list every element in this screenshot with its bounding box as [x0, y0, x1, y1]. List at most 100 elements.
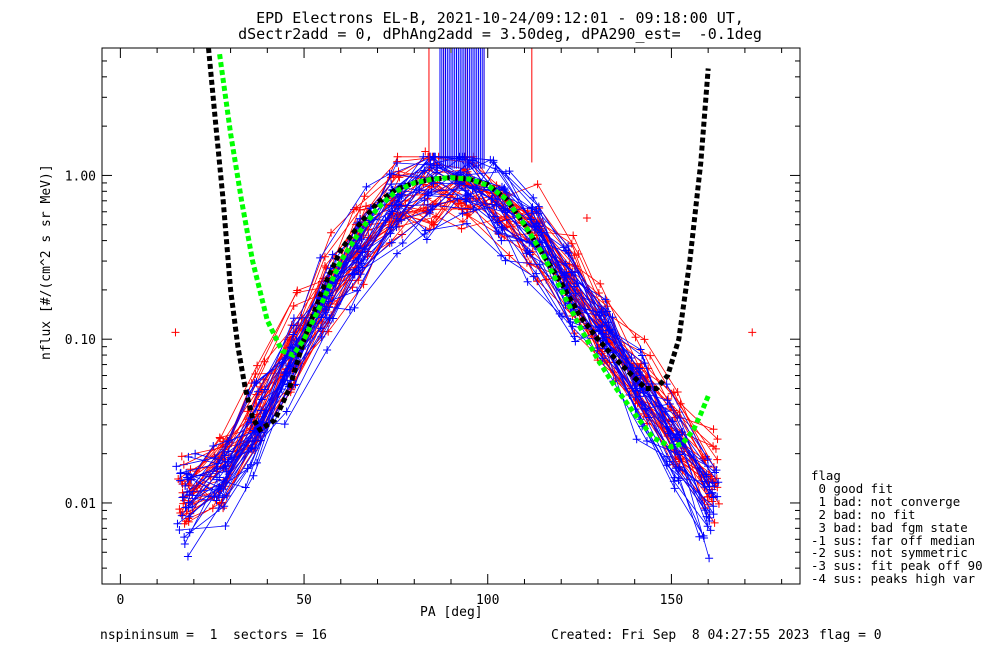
red-data-point — [177, 477, 186, 486]
blue-data-point — [316, 253, 325, 262]
blue-data-point — [676, 450, 685, 459]
blue-data-point — [493, 218, 502, 227]
blue-data-point — [176, 476, 185, 485]
blue-data-point — [253, 387, 262, 396]
blue-data-point — [356, 270, 365, 279]
blue-data-point — [593, 344, 602, 353]
blue-data-point — [455, 179, 464, 188]
red-data-point — [533, 180, 542, 189]
blue-data-point — [505, 167, 514, 176]
blue-data-point — [492, 227, 501, 236]
red-series-line — [196, 197, 715, 524]
blue-data-point — [349, 269, 358, 278]
blue-data-point — [280, 420, 289, 429]
axes — [101, 47, 801, 585]
x-tick-label: 50 — [296, 593, 312, 608]
blue-series-line — [181, 167, 716, 516]
blue-data-point — [426, 205, 435, 214]
blue-data-point — [185, 528, 194, 537]
red-series-line — [183, 169, 711, 498]
y-tick-label: 0.10 — [65, 333, 96, 348]
blue-data-point — [662, 380, 671, 389]
red-data-point — [327, 228, 336, 237]
blue-series-line — [191, 174, 709, 527]
blue-data-point — [247, 444, 256, 453]
blue-data-point — [627, 353, 636, 362]
blue-data-point — [359, 255, 368, 264]
blue-data-point — [426, 159, 435, 168]
flag-legend: flag 0 good fit 1 bad: not converge 2 ba… — [811, 468, 983, 586]
red-series-line — [188, 181, 713, 519]
red-series-line — [184, 171, 709, 487]
legend-item: -1 sus: far off median — [811, 532, 976, 548]
blue-data-point — [387, 238, 396, 247]
blue-data-point — [462, 197, 471, 206]
blue-data-point — [219, 463, 228, 472]
flag-value: flag = 0 — [819, 628, 882, 643]
blue-series-line — [185, 177, 718, 508]
blue-data-point — [462, 219, 471, 228]
blue-data-point — [356, 243, 365, 252]
x-tick-label: 150 — [660, 593, 683, 608]
created-timestamp: Created: Fri Sep 8 04:27:55 2023 — [551, 628, 810, 643]
blue-data-point — [672, 433, 681, 442]
blue-data-point — [625, 391, 634, 400]
blue-data-point — [243, 464, 252, 473]
legend-title: flag — [811, 468, 841, 483]
blue-data-point — [674, 466, 683, 475]
red-data-point — [713, 455, 722, 464]
red-data-point — [567, 239, 576, 248]
red-series-line — [188, 184, 710, 505]
red-data-point — [673, 387, 682, 396]
red-data-point — [505, 251, 514, 260]
blue-data-point — [279, 375, 288, 384]
red-series-line — [189, 181, 714, 496]
green-fit-curve — [217, 53, 711, 450]
red-data-point — [713, 435, 722, 444]
blue-data-point — [643, 437, 652, 446]
red-data-point — [748, 328, 757, 337]
red-data-point — [177, 452, 186, 461]
blue-data-point — [184, 503, 193, 512]
blue-data-point — [498, 224, 507, 233]
blue-data-point — [571, 337, 580, 346]
y-tick-label: 1.00 — [65, 169, 96, 184]
blue-data-point — [180, 539, 189, 548]
legend-item: -2 sus: not symmetric — [811, 545, 968, 561]
red-data-point — [175, 505, 184, 514]
red-data-point — [427, 218, 436, 227]
blue-data-point — [713, 492, 722, 501]
red-data-point — [421, 147, 430, 156]
blue-data-point — [709, 493, 718, 502]
blue-series-line — [179, 156, 715, 498]
blue-data-point — [183, 552, 192, 561]
red-data-point — [708, 497, 717, 506]
blue-data-point — [184, 452, 193, 461]
blue-data-point — [458, 209, 467, 218]
blue-data-point — [224, 447, 233, 456]
blue-data-point — [668, 417, 677, 426]
blue-data-point — [664, 429, 673, 438]
blue-data-point — [494, 229, 503, 238]
blue-data-point — [488, 200, 497, 209]
x-axis-label: PA [deg] — [420, 605, 483, 620]
blue-data-point — [497, 236, 506, 245]
red-data-point — [215, 433, 224, 442]
blue-data-point — [432, 168, 441, 177]
red-data-point — [348, 283, 357, 292]
blue-series-line — [191, 186, 710, 497]
blue-series-line — [183, 156, 715, 498]
red-data-point — [569, 231, 578, 240]
blue-data-point — [429, 152, 438, 161]
blue-series-line — [187, 179, 709, 480]
blue-data-point — [353, 286, 362, 295]
blue-data-point — [453, 194, 462, 203]
legend-item: 3 bad: bad fgm state — [811, 519, 968, 535]
x-tick-label: 100 — [476, 593, 499, 608]
red-data-point — [171, 328, 180, 337]
blue-data-point — [632, 435, 641, 444]
blue-data-point — [381, 216, 390, 225]
blue-data-point — [489, 156, 498, 165]
blue-data-point — [212, 496, 221, 505]
blue-data-point — [424, 188, 433, 197]
